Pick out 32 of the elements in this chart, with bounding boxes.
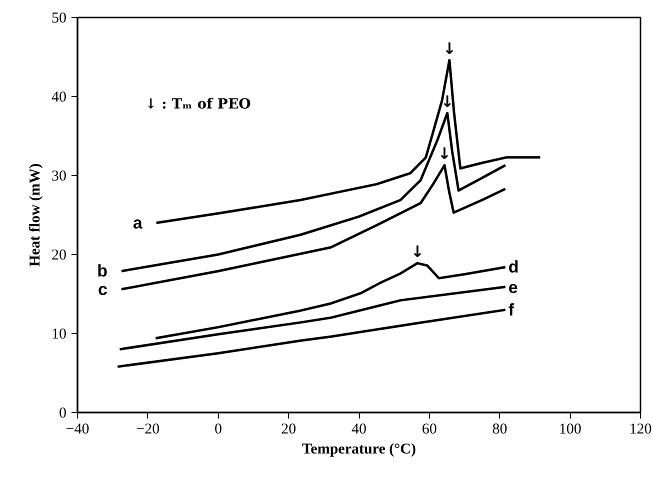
annotation: ↓ xyxy=(438,144,452,164)
y-tick-label: 40 xyxy=(52,90,66,106)
x-tick-label: 100 xyxy=(558,422,582,438)
series-label: a xyxy=(132,213,143,232)
x-tick-label: −20 xyxy=(136,422,160,438)
x-tick-label: 60 xyxy=(422,422,437,438)
series-label: d xyxy=(508,258,519,277)
series-label: e xyxy=(508,278,518,297)
y-tick-label: 30 xyxy=(52,168,66,184)
annotation: ↓ xyxy=(410,242,424,262)
annotation: ↓ xyxy=(440,92,454,112)
y-tick-label: 50 xyxy=(52,10,66,26)
x-tick-label: 80 xyxy=(492,422,508,438)
x-axis-title: Temperature (°C) xyxy=(302,442,416,458)
annotation: ↓ xyxy=(442,39,456,58)
line-series xyxy=(116,308,507,368)
y-tick-label: 10 xyxy=(52,326,66,342)
line-series xyxy=(118,286,507,351)
x-tick-label: 20 xyxy=(281,422,296,438)
y-axis-title: Heat flow (mW) xyxy=(28,163,44,267)
line-series xyxy=(120,164,507,291)
annotation: ↓ : Tₘ of PEO xyxy=(145,96,251,112)
x-tick-label: 120 xyxy=(629,422,652,438)
x-tick-label: 0 xyxy=(214,422,222,438)
x-tick-label: 40 xyxy=(352,422,366,438)
y-tick-label: 0 xyxy=(59,406,66,422)
series-label: c xyxy=(98,280,108,299)
y-tick-label: 20 xyxy=(52,248,66,264)
line-series xyxy=(154,262,507,340)
x-tick-label: −40 xyxy=(66,422,90,438)
series-label: b xyxy=(97,262,108,281)
series-label: f xyxy=(508,300,514,320)
